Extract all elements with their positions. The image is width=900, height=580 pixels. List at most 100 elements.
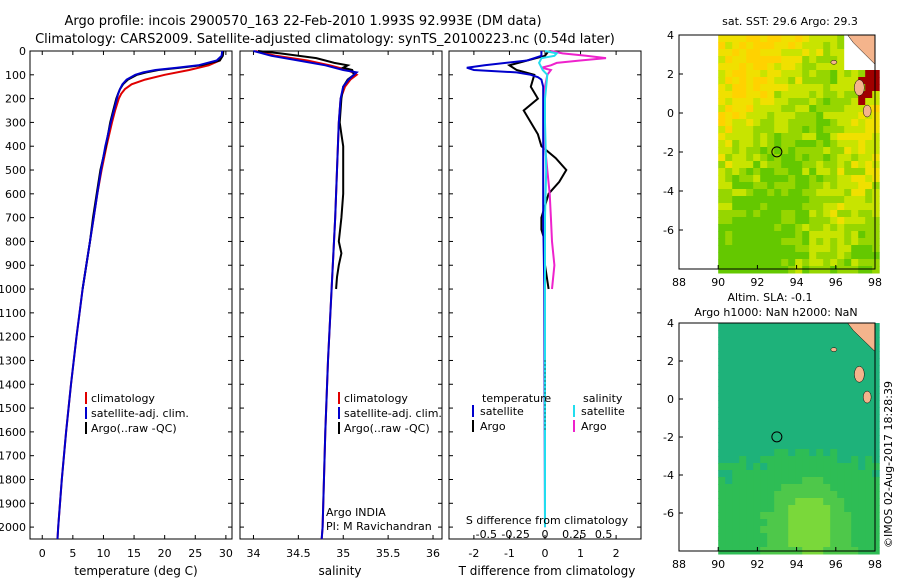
field-cell — [732, 210, 740, 218]
field-cell — [767, 323, 775, 331]
field-cell — [816, 323, 824, 331]
field-cell — [823, 210, 831, 218]
field-cell — [725, 245, 733, 253]
field-cell — [795, 519, 803, 527]
field-cell — [795, 498, 803, 506]
x-tick-label: 88 — [672, 558, 686, 571]
field-cell — [858, 203, 866, 211]
field-cell — [760, 365, 768, 373]
field-cell — [809, 519, 817, 527]
field-cell — [781, 119, 789, 127]
field-cell — [809, 112, 817, 120]
field-cell — [781, 400, 789, 408]
field-cell — [844, 498, 852, 506]
field-cell — [844, 231, 852, 239]
field-cell — [872, 358, 880, 366]
field-cell — [753, 70, 761, 78]
field-cell — [732, 217, 740, 225]
field-cell — [767, 91, 775, 99]
field-cell — [858, 252, 866, 260]
field-cell — [872, 189, 880, 197]
field-cell — [837, 540, 845, 548]
land-nias-island — [854, 79, 865, 96]
field-cell — [725, 63, 733, 71]
x-tick-label: 90 — [711, 276, 725, 289]
field-cell — [739, 133, 747, 141]
field-cell — [830, 533, 838, 541]
field-cell — [844, 245, 852, 253]
field-cell — [760, 49, 768, 57]
field-cell — [872, 49, 880, 57]
field-cell — [802, 393, 810, 401]
field-cell — [823, 428, 831, 436]
field-cell — [851, 70, 859, 78]
field-cell — [816, 133, 824, 141]
field-cell — [781, 168, 789, 176]
field-cell — [788, 189, 796, 197]
x-tick-label: -1 — [504, 547, 515, 560]
field-cell — [858, 126, 866, 134]
field-cell — [725, 498, 733, 506]
field-cell — [753, 259, 761, 267]
field-cell — [844, 337, 852, 345]
field-cell — [732, 358, 740, 366]
field-cell — [802, 519, 810, 527]
field-cell — [844, 358, 852, 366]
field-cell — [802, 77, 810, 85]
field-cell — [774, 133, 782, 141]
field-cell — [725, 91, 733, 99]
field-cell — [858, 470, 866, 478]
field-cell — [865, 379, 873, 387]
field-cell — [788, 512, 796, 520]
field-cell — [837, 512, 845, 520]
field-cell — [872, 484, 880, 492]
field-cell — [823, 35, 831, 43]
field-cell — [816, 498, 824, 506]
field-cell — [753, 491, 761, 499]
field-cell — [732, 168, 740, 176]
field-cell — [746, 519, 754, 527]
field-cell — [781, 470, 789, 478]
field-cell — [718, 379, 726, 387]
field-cell — [718, 442, 726, 450]
field-cell — [781, 56, 789, 64]
field-cell — [788, 407, 796, 415]
field-cell — [795, 77, 803, 85]
field-cell — [802, 365, 810, 373]
field-cell — [872, 133, 880, 141]
field-cell — [809, 344, 817, 352]
field-cell — [809, 231, 817, 239]
field-cell — [872, 126, 880, 134]
field-cell — [823, 519, 831, 527]
field-cell — [760, 112, 768, 120]
field-cell — [872, 540, 880, 548]
field-cell — [795, 540, 803, 548]
field-cell — [788, 400, 796, 408]
field-cell — [851, 126, 859, 134]
field-cell — [816, 526, 824, 534]
field-cell — [872, 140, 880, 148]
field-cell — [823, 365, 831, 373]
y-tick-label: -6 — [663, 507, 674, 520]
field-cell — [746, 238, 754, 246]
field-cell — [753, 210, 761, 218]
field-cell — [739, 533, 747, 541]
field-cell — [830, 414, 838, 422]
field-cell — [760, 168, 768, 176]
field-cell — [830, 91, 838, 99]
field-cell — [753, 112, 761, 120]
field-cell — [767, 379, 775, 387]
field-cell — [739, 400, 747, 408]
field-cell — [760, 386, 768, 394]
field-cell — [809, 449, 817, 457]
field-cell — [739, 414, 747, 422]
annotation-argo-india: Argo INDIA — [326, 506, 386, 519]
field-cell — [795, 470, 803, 478]
field-cell — [795, 91, 803, 99]
field-cell — [718, 323, 726, 331]
field-cell — [872, 105, 880, 113]
field-cell — [732, 428, 740, 436]
salinity-panel: 34 34.5 35 35.5 36 — [239, 50, 443, 560]
field-cell — [872, 435, 880, 443]
field-cell — [830, 119, 838, 127]
